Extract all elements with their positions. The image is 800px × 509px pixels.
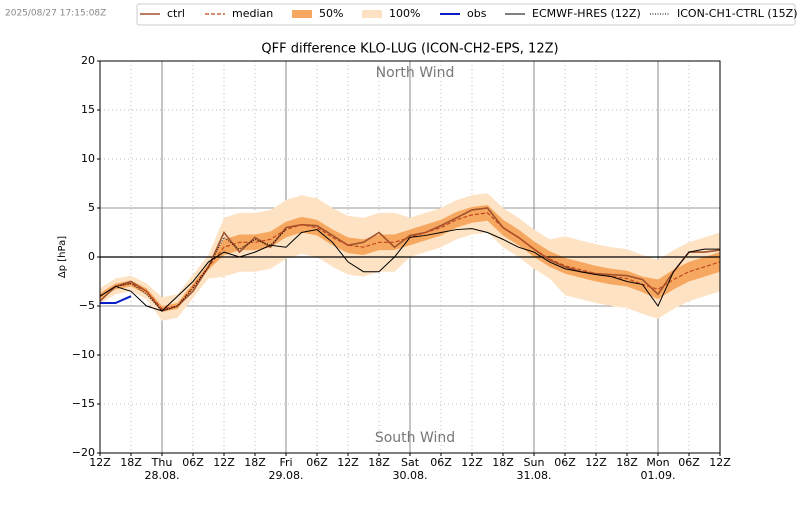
x-tick-label: 12Z [585,456,607,469]
x-tick-label: 06Z [306,456,328,469]
x-tick-label: 12Z [461,456,483,469]
x-tick-date: 31.08. [517,469,552,482]
x-tick-date: 28.08. [145,469,180,482]
legend-swatch [362,10,382,18]
legend-label: ECMWF-HRES (12Z) [532,7,641,20]
legend-swatch [292,10,312,18]
x-tick-label: 18Z [120,456,142,469]
series-line [115,229,287,312]
x-tick-label: 12Z [709,456,731,469]
legend-label: 100% [389,7,420,20]
y-tick-label: −10 [72,348,95,361]
legend-label: obs [467,7,487,20]
y-tick-label: −15 [72,397,95,410]
x-tick-label: 18Z [616,456,638,469]
series-line [99,228,720,312]
y-tick-label: −20 [72,446,95,459]
annotation: North Wind [376,65,455,81]
x-tick-label: 18Z [368,456,390,469]
x-tick-label: 06Z [554,456,576,469]
legend-label: 50% [319,7,343,20]
x-tick-label: 18Z [244,456,266,469]
annotation: South Wind [375,430,455,446]
chart-title: QFF difference KLO-LUG (ICON-CH2-EPS, 12… [261,42,558,57]
legend-label: median [232,7,273,20]
legend-label: ctrl [167,7,185,20]
x-tick-date: 30.08. [393,469,428,482]
x-tick-label: 18Z [492,456,514,469]
y-axis-label: Δp [hPa] [57,236,68,278]
series-line [100,295,132,305]
x-tick-date: 01.09. [641,469,676,482]
plot-frame [99,60,721,454]
y-tick-label: 20 [81,54,95,67]
y-tick-label: 5 [88,201,95,214]
x-tick-label: 06Z [678,456,700,469]
x-tick-label: 12Z [89,456,111,469]
legend-label: ICON-CH1-CTRL (15Z) [677,7,797,20]
y-tick-label: 0 [88,250,95,263]
x-tick-label: 06Z [182,456,204,469]
x-tick-label: Sun [524,456,545,469]
timestamp: 2025/08/27 17:15:08Z [5,9,106,19]
x-tick-date: 29.08. [269,469,304,482]
y-tick-label: 10 [81,152,95,165]
legend-box [136,3,796,26]
x-tick-label: 12Z [213,456,235,469]
x-tick-label: Mon [646,456,669,469]
y-tick-label: −5 [79,299,95,312]
series-line [99,207,721,312]
x-tick-label: Sat [401,456,420,469]
x-tick-label: Fri [279,456,292,469]
x-tick-label: 12Z [337,456,359,469]
x-tick-label: Thu [151,456,173,469]
y-tick-label: 15 [81,103,95,116]
x-tick-label: 06Z [430,456,452,469]
